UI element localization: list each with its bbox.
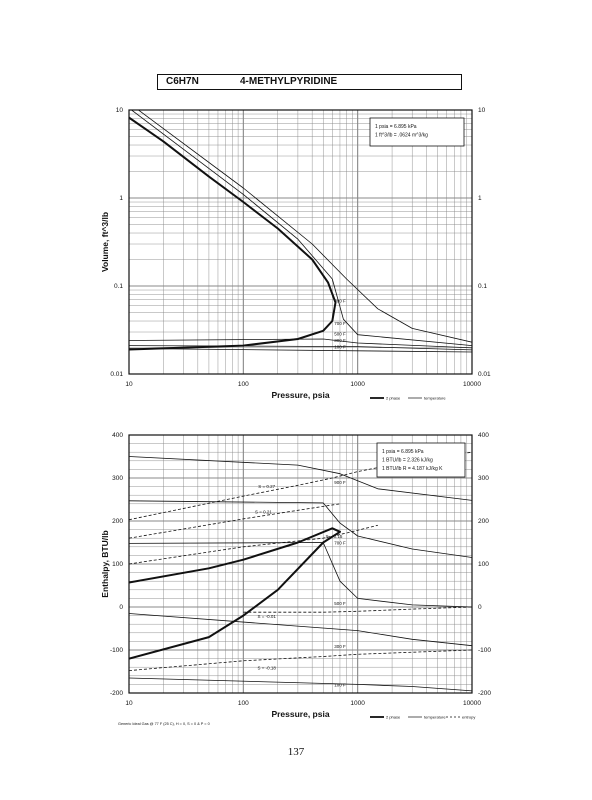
page-number: 137 [287, 746, 305, 758]
legend-label: temperature [424, 396, 446, 401]
series-line-100-f [129, 348, 472, 353]
legend-label: temperature [424, 715, 446, 720]
y-tick-label-right: 0.1 [478, 283, 487, 290]
curve-annotation: S = 0.21 [255, 509, 272, 514]
y-tick-label-right: 100 [478, 561, 489, 568]
curve-annotation: S = -0.18 [257, 665, 276, 670]
curve-annotation: 500 F [334, 601, 346, 606]
y-tick-label-right: -200 [478, 690, 491, 697]
curve-annotation: 700 F [334, 541, 346, 546]
curve-annotation: 700 F [334, 321, 346, 326]
units-info-box [376, 442, 466, 478]
x-tick-label: 10 [125, 700, 133, 707]
y-tick-label-left: 400 [112, 432, 123, 439]
series-line-900-f [129, 456, 472, 501]
series-line-s-0-27 [129, 451, 472, 521]
y-tick-label-left: 200 [112, 518, 123, 525]
chart-footnote: Generic Ideal Gas @ 77 F (25 C), H = 0, … [118, 722, 210, 726]
series-line-700-f [130, 110, 472, 346]
chart-header: C6H7N 4-METHYLPYRIDINE [157, 74, 462, 90]
y-tick-label-right: 0 [478, 604, 482, 611]
x-tick-label: 1000 [350, 381, 365, 388]
units-info-line: 1 psia = 6.895 kPa [375, 124, 417, 130]
series-line-s-0-21 [129, 503, 341, 539]
x-tick-label: 10000 [463, 381, 481, 388]
y-tick-label-left: 10 [116, 107, 124, 114]
x-axis-label: Pressure, psia [271, 390, 329, 400]
x-tick-label: 100 [238, 381, 249, 388]
plot-frame [128, 109, 473, 375]
x-tick-label: 100 [238, 700, 249, 707]
y-tick-label-left: 100 [112, 561, 123, 568]
y-tick-label-left: 1 [119, 195, 123, 202]
curve-annotation: 500 F [334, 331, 346, 336]
y-tick-label-left: -200 [110, 690, 123, 697]
y-tick-label-left: -100 [110, 647, 123, 654]
curve-annotation: S = 0.27 [258, 484, 275, 489]
curve-annotation: S = 0.15 [325, 534, 342, 539]
chart-2 [128, 434, 473, 718]
x-tick-label: 1000 [350, 700, 365, 707]
curve-annotation: 100 F [334, 683, 346, 688]
curve-annotation: 900 F [334, 298, 346, 303]
series-line-300-f [129, 613, 472, 647]
curve-annotation: 900 F [334, 480, 346, 485]
y-tick-label-left: 0 [119, 604, 123, 611]
curve-annotation: 300 F [334, 644, 346, 649]
series-line-s-0-18 [129, 649, 472, 671]
series-line-100-f [129, 677, 472, 692]
y-tick-label-right: 400 [478, 432, 489, 439]
y-tick-label-left: 0.1 [114, 283, 123, 290]
y-tick-label-left: 0.01 [110, 371, 123, 378]
series-line-700-f [129, 500, 472, 558]
formula-label: C6H7N [166, 76, 199, 87]
units-info-line: 1 psia = 6.895 kPa [382, 449, 424, 455]
units-info-line: 1 BTU/lb = 2.326 kJ/kg [382, 458, 433, 464]
curve-annotation: 100 F [334, 344, 346, 349]
y-tick-label-right: 300 [478, 475, 489, 482]
x-tick-label: 10 [125, 381, 133, 388]
legend-label: 2 phase [386, 396, 401, 401]
y-axis-label: Volume, ft^3/lb [100, 212, 110, 272]
y-tick-label-right: 1 [478, 195, 482, 202]
chart-1 [128, 109, 473, 399]
series-line-500-f [129, 338, 472, 349]
y-tick-label-right: 200 [478, 518, 489, 525]
x-tick-label: 10000 [463, 700, 481, 707]
series-line-s-0-15 [129, 524, 378, 565]
units-info-line: 1 ft^3/lb = .0624 m^3/kg [375, 133, 428, 139]
y-tick-label-right: 10 [478, 107, 486, 114]
legend-label: entropy [462, 715, 475, 720]
units-info-box [369, 117, 465, 147]
y-tick-label-left: 300 [112, 475, 123, 482]
y-tick-label-right: 0.01 [478, 371, 491, 378]
compound-name: 4-METHYLPYRIDINE [240, 76, 338, 87]
y-axis-label: Enthalpy, BTU/lb [100, 530, 110, 597]
curve-annotation: S = -0.01 [257, 614, 276, 619]
x-axis-label: Pressure, psia [271, 709, 329, 719]
series-line-2-phase [129, 527, 341, 660]
legend-label: 2 phase [386, 715, 401, 720]
y-tick-label-right: -100 [478, 647, 491, 654]
curve-annotation: 300 F [334, 338, 346, 343]
series-line-500-f [129, 542, 472, 608]
series-line-900-f [137, 110, 472, 343]
series-line-300-f [129, 345, 472, 351]
units-info-line: 1 BTU/lb R = 4.187 kJ/kg K [382, 466, 443, 472]
